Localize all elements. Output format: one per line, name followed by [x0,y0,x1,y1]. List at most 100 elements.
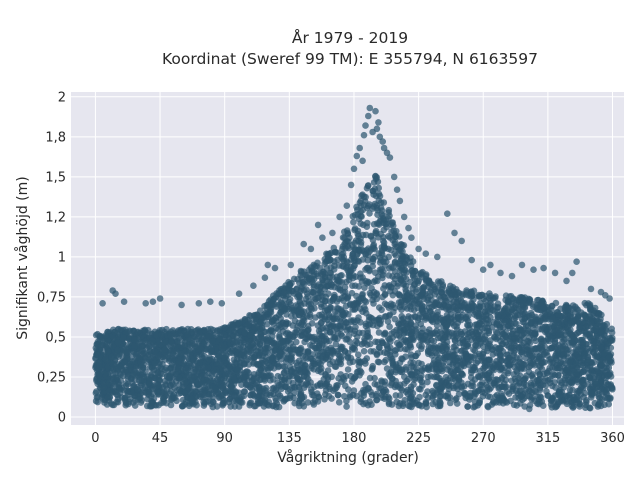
data-point [304,381,312,388]
data-point [273,355,280,363]
data-point [457,316,465,324]
data-point [207,377,215,385]
data-point [437,399,444,407]
data-point [186,347,193,354]
data-point [329,297,336,305]
data-point [366,210,373,217]
data-point [451,337,459,345]
data-point [548,397,555,405]
data-point [349,391,357,399]
data-point [445,382,453,389]
data-point [385,206,393,214]
data-point [299,319,306,326]
data-point [575,354,583,361]
data-point [319,353,326,360]
data-point [318,333,326,340]
data-point [551,339,559,347]
data-point [113,352,121,359]
data-point [298,380,305,388]
data-point [308,320,316,327]
data-point [372,338,379,346]
data-point [527,359,535,367]
data-point [291,308,298,315]
data-point [567,332,575,340]
data-point [92,397,100,405]
data-point [530,301,537,308]
data-point [169,327,177,334]
data-point [304,399,312,406]
data-point [315,393,322,401]
data-point [424,378,431,386]
data-point [370,300,377,307]
data-point [418,345,425,353]
data-point [293,338,300,346]
data-point [579,376,587,384]
data-point [310,337,317,345]
data-point [490,366,498,374]
data-point [398,277,405,285]
data-point [422,398,430,406]
data-point [102,332,109,339]
data-point [257,307,264,315]
data-point [283,367,291,374]
data-point [228,383,236,391]
data-point [569,341,577,349]
data-point [388,379,396,387]
data-point [402,364,410,371]
data-point [321,315,328,323]
data-point [465,333,472,341]
data-point [321,260,329,268]
data-point [131,402,139,409]
data-point [364,327,371,334]
data-point [251,354,258,361]
data-point [161,346,169,353]
data-point [434,308,441,316]
data-point [369,321,377,329]
data-point [360,347,368,355]
data-point [193,393,200,401]
data-point [523,392,531,400]
data-point [317,360,324,368]
data-point [424,373,432,381]
data-point [326,279,333,286]
data-point [312,299,319,306]
data-point [262,348,269,356]
data-point [294,374,301,382]
data-point [371,380,379,388]
data-point [279,363,287,370]
data-point [609,334,616,342]
data-point [155,353,162,360]
data-point [464,306,471,314]
data-point [375,190,383,198]
data-point [329,358,337,366]
data-point [200,352,208,360]
data-point [569,386,576,394]
data-point [483,371,491,379]
data-point [176,374,183,382]
data-point [467,392,474,400]
data-point [257,319,265,326]
data-point [371,269,379,277]
data-point [467,374,475,381]
data-point [411,376,418,383]
data-point [367,233,375,240]
data-point [447,290,455,298]
data-point [496,366,504,374]
data-point [245,355,252,363]
data-point [401,329,409,336]
data-point [375,220,383,227]
data-point [322,372,329,379]
data-point [409,389,417,397]
data-point [485,329,493,337]
data-point [399,402,407,410]
data-point [180,360,187,367]
data-point [416,401,423,409]
data-point [283,383,290,391]
data-point [238,351,245,359]
data-point [336,321,344,329]
data-point [486,393,494,401]
data-point [129,358,136,365]
data-point [405,313,412,320]
data-point [404,390,412,398]
data-point [502,384,509,391]
